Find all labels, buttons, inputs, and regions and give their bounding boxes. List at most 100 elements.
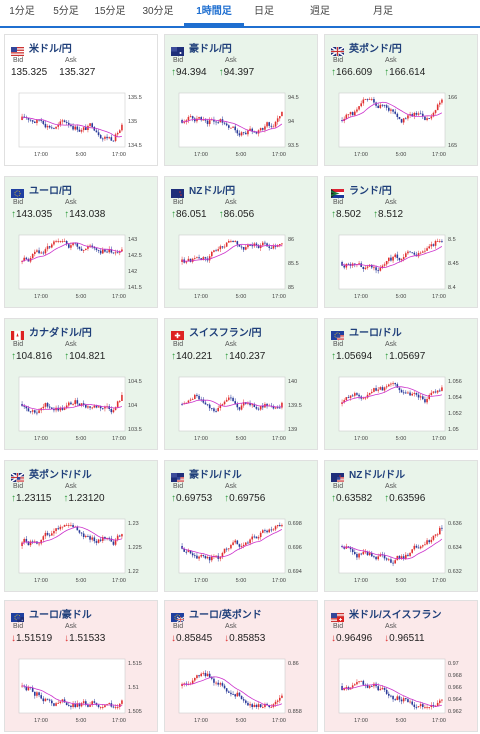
chart-container[interactable]: 143 142.5 142 141.5 17:00 5:00 17:00 xyxy=(13,229,151,301)
tab-8[interactable]: 月足 xyxy=(373,6,393,17)
tab-2[interactable]: 5分足 xyxy=(53,6,79,17)
chart-container[interactable]: 0.97 0.968 0.966 0.964 0.962 17:00 5:00 17:00 xyxy=(333,653,471,725)
chart-container[interactable]: 94.5 94 93.5 17:00 5:00 17:00 xyxy=(173,87,311,159)
chart-container[interactable]: 1.056 1.054 1.052 1.05 17:00 5:00 17:00 xyxy=(333,371,471,443)
currency-card[interactable]: 米ドル/スイスフラン Bid Ask ↓0.96496 ↓0.96511 0.97 0.96… xyxy=(324,600,478,732)
candle xyxy=(204,119,207,121)
chart-container[interactable]: 0.698 0.696 0.694 17:00 5:00 17:00 xyxy=(173,513,311,585)
candle xyxy=(23,538,25,543)
chart-container[interactable]: 0.86 0.858 17:00 5:00 17:00 xyxy=(173,653,311,725)
tab-3[interactable]: 15分足 xyxy=(94,6,126,17)
candle xyxy=(21,116,23,120)
currency-card[interactable]: ユーロ/豪ドル Bid Ask ↓1.51519 ↓1.51533 1.515 1.51 1.… xyxy=(4,600,158,732)
pair-name[interactable]: ユーロ/英ポンド xyxy=(189,609,262,621)
candle xyxy=(57,407,59,411)
x-tick-label: 5:00 xyxy=(396,436,407,442)
currency-card[interactable]: 豪ドル/ドル Bid Ask ↑0.69753 ↑0.69756 0.698 0.696 0.… xyxy=(164,460,318,592)
candle xyxy=(59,241,62,242)
y-tick-label: 8.5 xyxy=(448,237,456,243)
bid-label: Bid xyxy=(13,623,24,630)
candle xyxy=(424,116,426,120)
candle xyxy=(119,703,121,707)
candle xyxy=(392,109,394,112)
currency-card[interactable]: 英ポンド/ドル Bid Ask ↑1.23115 ↑1.23120 1.23 1.225 1.… xyxy=(4,460,158,592)
candle xyxy=(240,132,243,136)
tab-7[interactable]: 週足 xyxy=(310,6,330,17)
chart-container[interactable]: 1.23 1.225 1.22 17:00 5:00 17:00 xyxy=(13,513,151,585)
currency-card[interactable]: カナダドル/円 Bid Ask ↑104.816 ↑104.821 104.5 104 103… xyxy=(4,318,158,450)
pair-name[interactable]: NZドル/ドル xyxy=(349,469,406,481)
candle xyxy=(36,250,38,252)
candle xyxy=(232,694,234,695)
candle xyxy=(415,393,418,395)
pair-name[interactable]: 英ポンド/ドル xyxy=(29,469,92,481)
chart-container[interactable]: 86 85.5 85 17:00 5:00 17:00 xyxy=(173,229,311,301)
pair-name[interactable]: ユーロ/円 xyxy=(29,185,72,197)
chart-container[interactable]: 1.515 1.51 1.505 17:00 5:00 17:00 xyxy=(13,653,151,725)
chart-container[interactable]: 104.5 104 103.5 17:00 5:00 17:00 xyxy=(13,371,151,443)
candle xyxy=(375,683,377,687)
pair-name[interactable]: NZドル/円 xyxy=(189,185,236,197)
candle xyxy=(238,133,241,136)
pair-name[interactable]: 米ドル/スイスフラン xyxy=(349,609,442,621)
chart-container[interactable]: 140 139.5 139 17:00 5:00 17:00 xyxy=(173,371,311,443)
tab-6[interactable]: 日足 xyxy=(254,6,274,17)
currency-card[interactable]: 豪ドル/円 Bid Ask ↑94.394 ↑94.397 94.5 94 93.5 17:00… xyxy=(164,34,318,166)
chart-container[interactable]: 8.5 8.45 8.4 17:00 5:00 17:00 xyxy=(333,229,471,301)
candle xyxy=(255,536,258,539)
pair-name[interactable]: 英ポンド/円 xyxy=(349,43,402,55)
tab-5[interactable]: 1時間足 xyxy=(184,0,244,26)
pair-name[interactable]: ユーロ/ドル xyxy=(349,327,402,339)
price-chart[interactable]: 8.58.458.417:00 5:00 17:00 xyxy=(333,229,471,301)
currency-card[interactable]: 米ドル/円 Bid Ask 135.325 135.327 135.5 135 134.5 17… xyxy=(4,34,158,166)
currency-card[interactable]: 英ポンド/円 Bid Ask ↑166.609 ↑166.614 166 165 17:00 5… xyxy=(324,34,478,166)
candle xyxy=(51,127,53,129)
currency-card[interactable]: ランド/円 Bid Ask ↑8.502 ↑8.512 8.5 8.45 8.4 17:00 5:… xyxy=(324,176,478,308)
tab-1[interactable]: 1分足 xyxy=(9,6,35,17)
pair-name[interactable]: カナダドル/円 xyxy=(29,327,92,339)
candle xyxy=(102,536,104,541)
candle xyxy=(42,406,45,409)
candle xyxy=(215,555,217,557)
pair-name[interactable]: スイスフラン/円 xyxy=(189,327,262,339)
ask-price: 0.96511 xyxy=(389,633,425,644)
y-tick-label: 0.964 xyxy=(448,697,462,703)
currency-card[interactable]: スイスフラン/円 Bid Ask ↑140.221 ↑140.237 140 139.5 13… xyxy=(164,318,318,450)
chart-container[interactable]: 0.636 0.634 0.632 17:00 5:00 17:00 xyxy=(333,513,471,585)
ask-price: 0.85853 xyxy=(229,633,266,644)
candle xyxy=(432,391,435,393)
chart-container[interactable]: 166 165 17:00 5:00 17:00 xyxy=(333,87,471,159)
candle xyxy=(97,249,100,251)
candle xyxy=(381,265,384,268)
currency-card[interactable]: NZドル/ドル Bid Ask ↑0.63582 ↑0.63596 0.636 0.634 0… xyxy=(324,460,478,592)
pair-name[interactable]: 米ドル/円 xyxy=(29,43,72,55)
candle xyxy=(424,707,426,708)
currency-card[interactable]: ユーロ/円 Bid Ask ↑143.035 ↑143.038 143 142.5 142 14… xyxy=(4,176,158,308)
pair-name[interactable]: 豪ドル/ドル xyxy=(189,469,242,481)
chart-container[interactable]: 135.5 135 134.5 17:00 5:00 17:00 xyxy=(13,87,151,159)
pair-name[interactable]: ユーロ/豪ドル xyxy=(29,609,92,621)
candle xyxy=(434,391,437,393)
pair-name[interactable]: ランド/円 xyxy=(349,185,392,197)
pair-name[interactable]: 豪ドル/円 xyxy=(189,43,232,55)
currency-card[interactable]: NZドル/円 Bid Ask ↑86.051 ↑86.056 86 85.5 85 17:00 5… xyxy=(164,176,318,308)
candle xyxy=(405,392,407,394)
currency-card[interactable]: ユーロ/ドル Bid Ask ↑1.05694 ↑1.05697 1.056 1.054 1.… xyxy=(324,318,478,450)
tab-4[interactable]: 30分足 xyxy=(142,6,174,17)
currency-card[interactable]: ユーロ/英ポンド Bid Ask ↓0.85845 ↓0.85853 0.86 0.858 1… xyxy=(164,600,318,732)
x-tick-label: 17:00 xyxy=(34,718,48,724)
